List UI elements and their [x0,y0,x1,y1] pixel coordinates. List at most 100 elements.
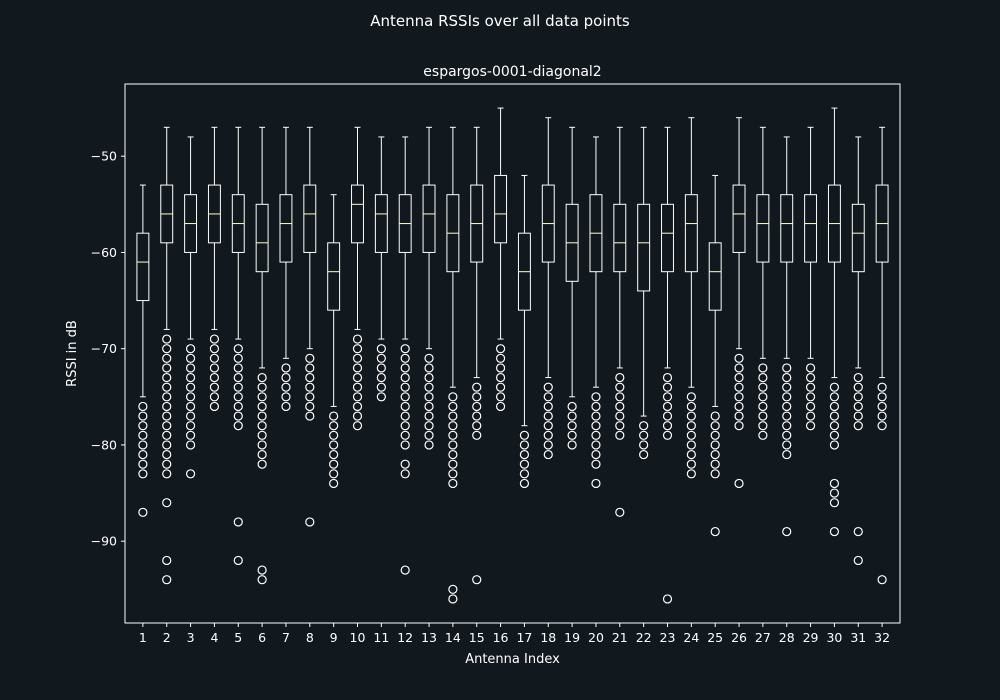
outlier-point [185,363,196,373]
outlier-point [257,459,267,469]
outlier-point [734,421,744,431]
outlier-point [448,430,458,440]
outlier-point [758,411,768,421]
outlier-point [543,392,553,402]
outlier-point [233,517,243,527]
x-tick-label: 21 [612,630,628,645]
outlier-point [829,421,840,431]
y-tick-label: −90 [91,534,117,549]
x-tick-label: 26 [731,630,747,645]
outlier-point [185,382,196,392]
outlier-point [209,363,220,373]
outlier-point [472,401,482,412]
outlier-point [257,430,267,440]
outlier-point [424,392,434,402]
x-tick-label: 9 [330,630,338,645]
box-antenna-28 [780,136,794,537]
outlier-point [495,382,506,392]
x-axis: 1 2 3 4 5 6 7 8 9 10 11 12 13 14 15 16 17 18 19 20 21 22 23 24 2… [139,623,890,645]
box-antenna-22 [637,126,651,460]
outlier-point [782,363,792,373]
outlier-point [805,411,816,421]
outlier-point [686,449,696,460]
outlier-point [400,440,410,450]
outlier-point [639,430,649,440]
outlier-point [543,449,553,460]
outlier-point [305,392,315,402]
outlier-point [162,469,172,479]
outlier-point [162,363,172,373]
box-antenna-21 [613,126,627,517]
outlier-point [853,411,863,421]
outlier-point [758,363,768,373]
outlier-point [519,459,530,469]
outlier-point [758,430,768,440]
outlier-point [185,372,196,383]
outlier-point [209,401,220,412]
box-antenna-5 [231,126,245,566]
outlier-point [352,344,363,354]
outlier-point [448,392,458,402]
iqr-box [637,203,651,292]
plot-area [136,107,889,604]
outlier-point [710,421,720,431]
outlier-point [329,430,339,440]
outlier-point [138,401,148,412]
outlier-point [543,382,553,392]
outlier-point [805,382,816,392]
outlier-point [448,584,458,594]
box-antenna-18 [541,117,555,460]
outlier-point [376,382,386,392]
box-antenna-3 [184,136,198,479]
outlier-point [686,469,696,479]
outlier-point [233,382,243,392]
outlier-point [829,392,840,402]
outlier-point [329,440,339,450]
iqr-box [136,232,150,302]
box-antenna-14 [446,126,460,604]
outlier-point [686,411,696,421]
outlier-point [877,392,887,402]
box-antenna-30 [827,107,841,537]
outlier-point [138,411,148,421]
outlier-point [400,430,410,440]
box-antenna-6 [255,126,269,585]
iqr-box [756,194,770,263]
y-tick-label: −80 [91,437,117,452]
outlier-point [519,440,530,450]
outlier-point [400,459,410,469]
x-tick-label: 5 [234,630,242,645]
outlier-point [400,565,410,575]
outlier-point [734,353,744,363]
outlier-point [233,392,243,402]
outlier-point [424,382,434,392]
outlier-point [424,401,434,412]
outlier-point [829,382,840,392]
iqr-box [303,184,317,253]
plot-frame [124,83,901,624]
iqr-box [279,194,293,263]
outlier-point [448,594,458,604]
iqr-box [255,203,269,273]
x-tick-label: 25 [707,630,723,645]
x-tick-label: 23 [660,630,676,645]
outlier-point [185,353,196,363]
outlier-point [662,430,673,440]
box-antenna-7 [279,126,293,412]
y-axis-label: RSSI in dB [65,320,80,387]
box-antenna-12 [398,136,412,575]
outlier-point [257,565,267,575]
outlier-point [448,478,458,489]
outlier-point [185,469,196,479]
outlier-point [257,411,267,421]
outlier-point [877,575,887,585]
outlier-point [758,372,768,383]
outlier-point [472,411,482,421]
outlier-point [495,392,506,402]
outlier-point [782,430,792,440]
box-antenna-20 [589,136,603,489]
outlier-point [495,372,506,383]
outlier-point [209,372,220,383]
outlier-point [615,372,625,383]
x-tick-label: 14 [445,630,461,645]
